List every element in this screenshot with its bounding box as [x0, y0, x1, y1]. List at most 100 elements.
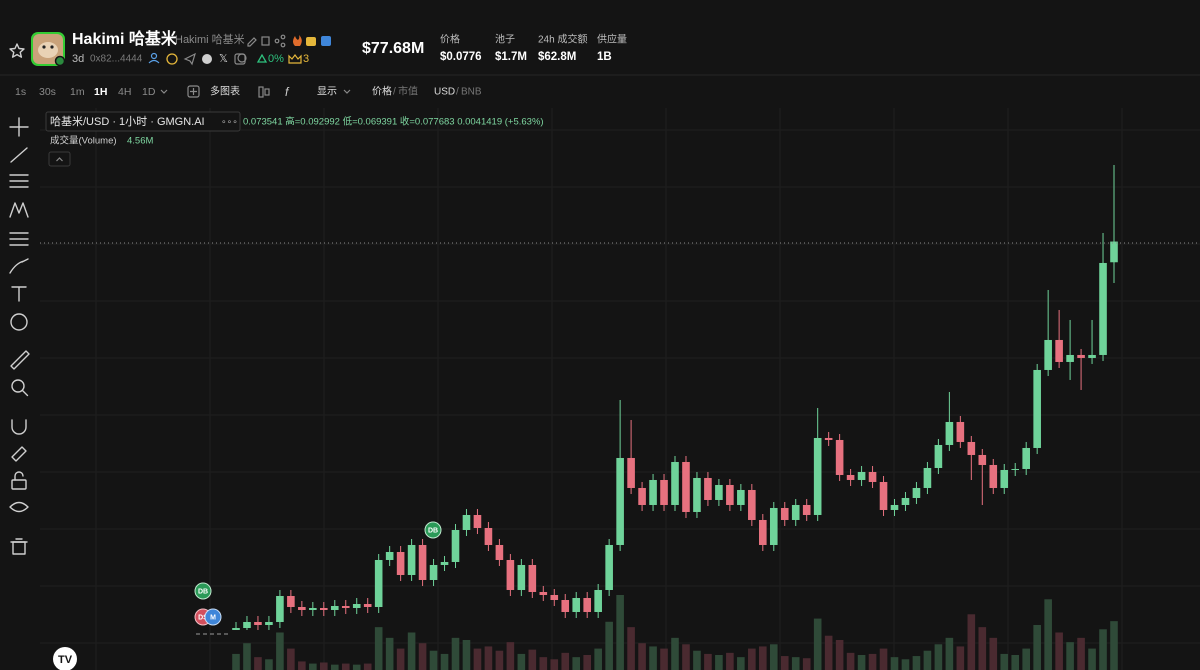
- candle-body: [956, 421, 965, 442]
- volume-bar: [1110, 621, 1118, 670]
- legend-more[interactable]: ∘∘∘: [221, 116, 238, 126]
- volume-bar: [484, 646, 493, 670]
- x-icon[interactable]: 𝕏: [219, 53, 228, 65]
- volume-bar: [868, 653, 877, 670]
- stat-value: $1.7M: [495, 51, 527, 63]
- candle-body: [287, 595, 295, 607]
- candle-body: [1077, 354, 1085, 358]
- favorite-star[interactable]: [9, 43, 25, 58]
- volume-bar: [912, 656, 921, 670]
- volume-bar: [363, 663, 372, 670]
- candle-body: [1044, 339, 1052, 370]
- lock-tool[interactable]: [11, 479, 27, 490]
- copy-icon[interactable]: [261, 36, 270, 46]
- prediction-tool[interactable]: [9, 232, 29, 246]
- multi-chart-icon[interactable]: [187, 85, 200, 98]
- volume-bar: [1000, 653, 1009, 670]
- candle-body: [506, 559, 515, 590]
- volume-bar: [1044, 599, 1052, 670]
- alt-currency-toggle[interactable]: BNB: [461, 87, 482, 98]
- volume-bar: [495, 650, 504, 670]
- interval-button[interactable]: 1m: [70, 86, 85, 98]
- token-address[interactable]: 0x82...4444: [90, 54, 143, 65]
- volume-bar: [989, 637, 998, 670]
- visibility-tool[interactable]: [9, 501, 29, 513]
- marker[interactable]: [204, 608, 222, 626]
- candle-body: [1011, 468, 1020, 470]
- lock-draw-tool[interactable]: [11, 446, 27, 462]
- volume-bar: [374, 627, 383, 670]
- crosshair-tool[interactable]: [9, 117, 29, 137]
- volume-bar: [440, 653, 449, 670]
- currency-toggle[interactable]: USD: [434, 87, 455, 98]
- tg-icon[interactable]: [321, 36, 331, 46]
- edit-icon[interactable]: [247, 37, 257, 47]
- volume-bar: [407, 632, 416, 670]
- interval-button[interactable]: 30s: [39, 86, 56, 98]
- ruler-tool[interactable]: [10, 350, 30, 370]
- interval-button[interactable]: 1s: [15, 86, 26, 98]
- marker-label: DB: [428, 527, 438, 534]
- candle-body: [715, 484, 723, 500]
- formula-icon[interactable]: f: [285, 85, 290, 99]
- indicator-icon-bar: [264, 88, 270, 96]
- interval-button[interactable]: 4H: [118, 86, 131, 98]
- candle-body: [945, 421, 954, 445]
- volume-bar: [824, 635, 833, 670]
- fib-tool[interactable]: [9, 174, 29, 188]
- collapse-button[interactable]: [48, 151, 71, 167]
- toggle-separator: /: [393, 87, 396, 98]
- web-icon[interactable]: [202, 54, 212, 64]
- trendline-tool[interactable]: [10, 147, 28, 163]
- candle-body: [989, 464, 998, 488]
- display-dropdown[interactable]: [343, 89, 351, 94]
- candle-body: [649, 479, 657, 505]
- interval-button[interactable]: 1H: [94, 86, 107, 98]
- telegram-icon[interactable]: [183, 52, 196, 66]
- multi-chart[interactable]: 多图表: [210, 85, 240, 98]
- stat-label: 价格: [440, 33, 460, 46]
- price-toggle[interactable]: 价格: [372, 85, 392, 98]
- candle-body: [320, 607, 328, 610]
- volume-bar: [759, 646, 767, 670]
- marker[interactable]: [194, 582, 212, 600]
- indicator-icon[interactable]: [258, 86, 264, 98]
- delete-lid: [10, 538, 28, 543]
- volume-bar: [232, 653, 240, 670]
- zoom-tool[interactable]: [11, 379, 25, 393]
- legend-title: 哈基米/USD · 1小时 · GMGN.AI: [50, 115, 205, 128]
- candle-body: [539, 591, 548, 595]
- name-icons: [247, 34, 331, 48]
- display-menu[interactable]: 显示: [317, 86, 337, 98]
- brush-tool[interactable]: [9, 258, 29, 274]
- dev-icon[interactable]: [150, 52, 158, 60]
- volume-bar: [341, 663, 350, 670]
- interval-dropdown[interactable]: [160, 89, 168, 94]
- volume-bar: [572, 657, 581, 670]
- zoom-tool-handle: [21, 389, 29, 397]
- candle-body: [451, 529, 460, 562]
- candle-body: [363, 603, 372, 607]
- candle-body: [374, 559, 383, 607]
- interval-button[interactable]: 1D: [142, 86, 156, 98]
- pattern-tool[interactable]: [9, 202, 29, 218]
- volume-bar: [352, 664, 361, 670]
- warning-icon[interactable]: [166, 53, 178, 65]
- magnet-tool[interactable]: [11, 419, 27, 435]
- market-value-toggle[interactable]: 市值: [398, 85, 418, 98]
- emoji-tool[interactable]: [10, 313, 28, 331]
- share-icon[interactable]: [274, 38, 280, 44]
- candle-body: [791, 504, 800, 520]
- candle-body: [352, 603, 361, 608]
- volume-bar: [528, 649, 537, 670]
- candle-body: [243, 621, 251, 628]
- marker[interactable]: [424, 521, 442, 539]
- volume-bar: [605, 621, 613, 670]
- candle-body: [1099, 262, 1107, 355]
- volume-bar: [791, 657, 800, 670]
- tv-logo[interactable]: [53, 647, 77, 670]
- text-tool[interactable]: [11, 286, 27, 302]
- volume-bar: [846, 652, 855, 670]
- search-ring[interactable]: [237, 53, 247, 63]
